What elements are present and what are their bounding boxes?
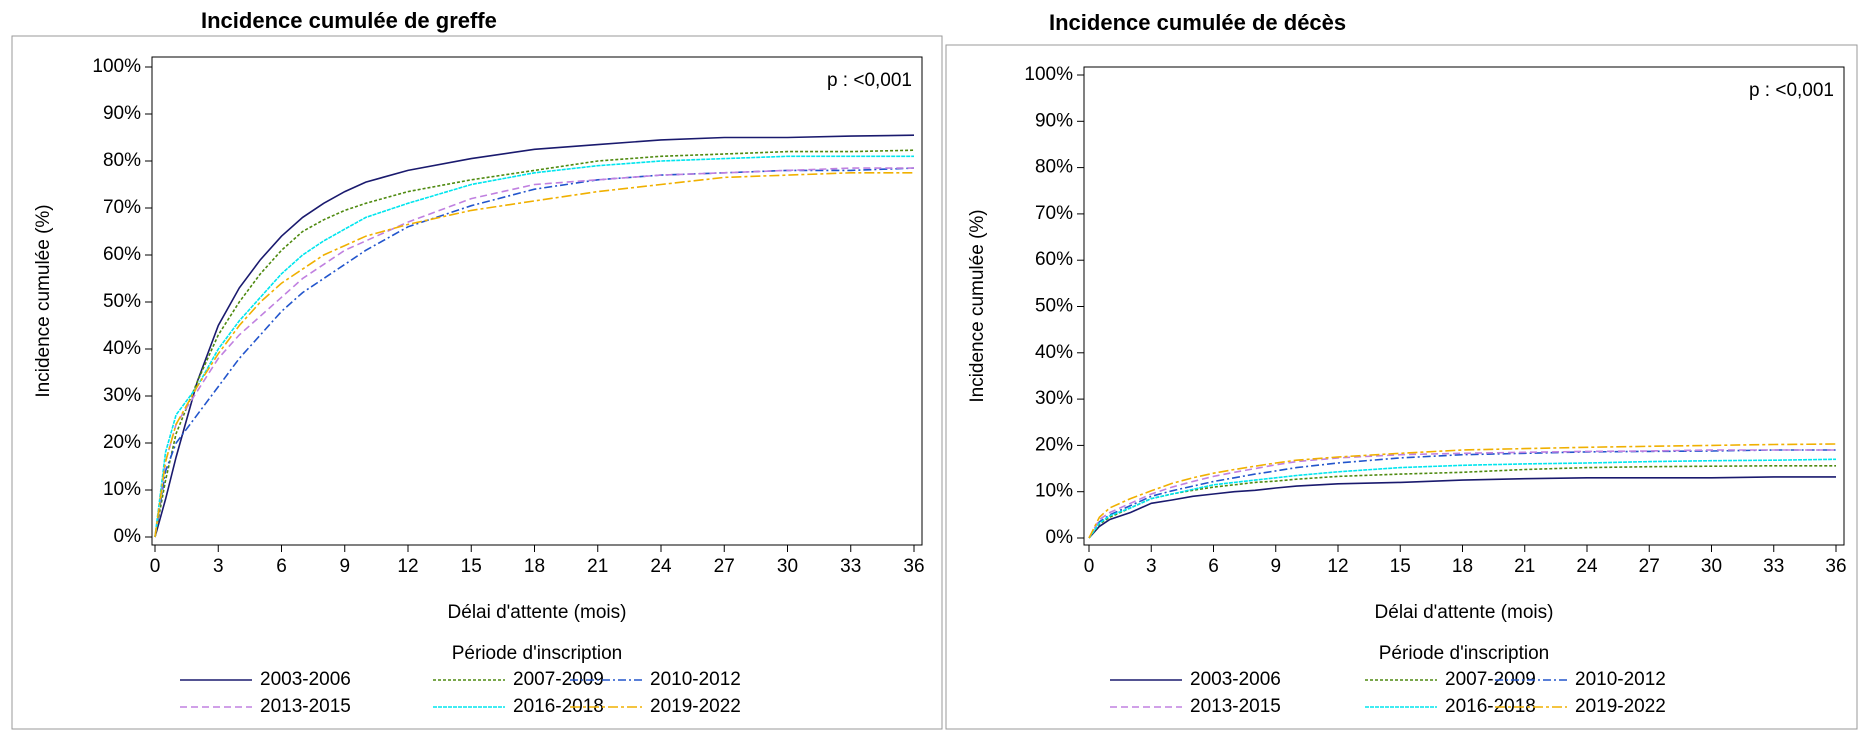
x-tick-label: 36 [903, 556, 924, 577]
legend-label: 2019-2022 [1575, 696, 1666, 717]
series-line [154, 172, 914, 538]
y-tick-label: 60% [103, 244, 141, 265]
series-line [1088, 449, 1836, 539]
x-tick-label: 9 [1270, 556, 1281, 577]
legend-label: 2007-2009 [1445, 669, 1536, 690]
x-tick-label: 24 [1576, 556, 1598, 577]
panel-border [11, 35, 943, 730]
x-tick-label: 3 [1146, 556, 1157, 577]
x-tick-label: 24 [650, 556, 672, 577]
y-tick-label: 70% [1035, 203, 1073, 224]
y-tick-label: 20% [103, 432, 141, 453]
x-tick-label: 0 [150, 556, 161, 577]
x-axis-title: Délai d'attente (mois) [1375, 602, 1554, 623]
series-line [154, 167, 915, 538]
annotation: p : <0,001 [1749, 80, 1834, 101]
legend-label: 2003-2006 [1190, 669, 1281, 690]
x-tick-label: 30 [777, 556, 798, 577]
y-tick-label: 50% [1035, 296, 1073, 317]
legend-label: 2016-2018 [1445, 696, 1536, 717]
plot-frame [1083, 66, 1845, 546]
y-tick-label: 40% [1035, 342, 1073, 363]
series-line [154, 155, 914, 538]
legend-title: Période d'inscription [1379, 643, 1550, 664]
y-tick-label: 40% [103, 338, 141, 359]
x-tick-label: 33 [840, 556, 861, 577]
x-tick-label: 27 [1639, 556, 1660, 577]
y-tick-label: 90% [1035, 110, 1073, 131]
y-tick-label: 10% [1035, 481, 1073, 502]
series-line [154, 167, 914, 538]
y-tick-label: 100% [92, 56, 141, 77]
x-tick-label: 12 [397, 556, 418, 577]
y-axis-title: Incidence cumulée (%) [33, 204, 54, 397]
legend-label: 2003-2006 [260, 669, 351, 690]
x-tick-label: 6 [276, 556, 287, 577]
y-axis-title: Incidence cumulée (%) [967, 209, 988, 402]
x-tick-label: 36 [1825, 556, 1846, 577]
legend-label: 2019-2022 [650, 696, 741, 717]
x-tick-label: 33 [1763, 556, 1784, 577]
legend-label: 2016-2018 [513, 696, 604, 717]
series-line [1088, 476, 1836, 539]
x-tick-label: 21 [587, 556, 608, 577]
y-tick-label: 70% [103, 197, 141, 218]
plot-frame [151, 56, 923, 546]
y-tick-label: 10% [103, 479, 141, 500]
x-tick-label: 18 [524, 556, 545, 577]
x-tick-label: 6 [1208, 556, 1219, 577]
y-tick-label: 50% [103, 291, 141, 312]
chart-title: Incidence cumulée de greffe [201, 8, 497, 33]
x-tick-label: 30 [1701, 556, 1722, 577]
x-tick-label: 0 [1084, 556, 1095, 577]
x-tick-label: 27 [714, 556, 735, 577]
x-tick-label: 15 [461, 556, 482, 577]
legend-label: 2010-2012 [650, 669, 741, 690]
y-tick-label: 60% [1035, 249, 1073, 270]
chart-title: Incidence cumulée de décès [1049, 10, 1346, 35]
x-tick-label: 12 [1327, 556, 1348, 577]
legend-label: 2013-2015 [1190, 696, 1281, 717]
y-tick-label: 90% [103, 103, 141, 124]
y-tick-label: 30% [1035, 388, 1073, 409]
legend-label: 2010-2012 [1575, 669, 1666, 690]
x-tick-label: 18 [1452, 556, 1473, 577]
y-tick-label: 0% [1046, 527, 1074, 548]
legend-label: 2013-2015 [260, 696, 351, 717]
x-tick-label: 21 [1514, 556, 1535, 577]
panel-border [945, 44, 1858, 730]
annotation: p : <0,001 [827, 70, 912, 91]
y-tick-label: 80% [103, 150, 141, 171]
x-axis-title: Délai d'attente (mois) [448, 602, 627, 623]
y-tick-label: 0% [114, 526, 142, 547]
series-line [1088, 458, 1837, 539]
series-line [1088, 449, 1836, 539]
y-tick-label: 30% [103, 385, 141, 406]
series-line [1088, 443, 1837, 539]
series-line [154, 134, 915, 538]
y-tick-label: 80% [1035, 157, 1073, 178]
y-tick-label: 100% [1024, 64, 1073, 85]
x-tick-label: 15 [1390, 556, 1411, 577]
legend-label: 2007-2009 [513, 669, 604, 690]
legend-title: Période d'inscription [452, 643, 623, 664]
x-tick-label: 9 [339, 556, 350, 577]
series-line [154, 149, 915, 538]
x-tick-label: 3 [213, 556, 224, 577]
y-tick-label: 20% [1035, 434, 1073, 455]
